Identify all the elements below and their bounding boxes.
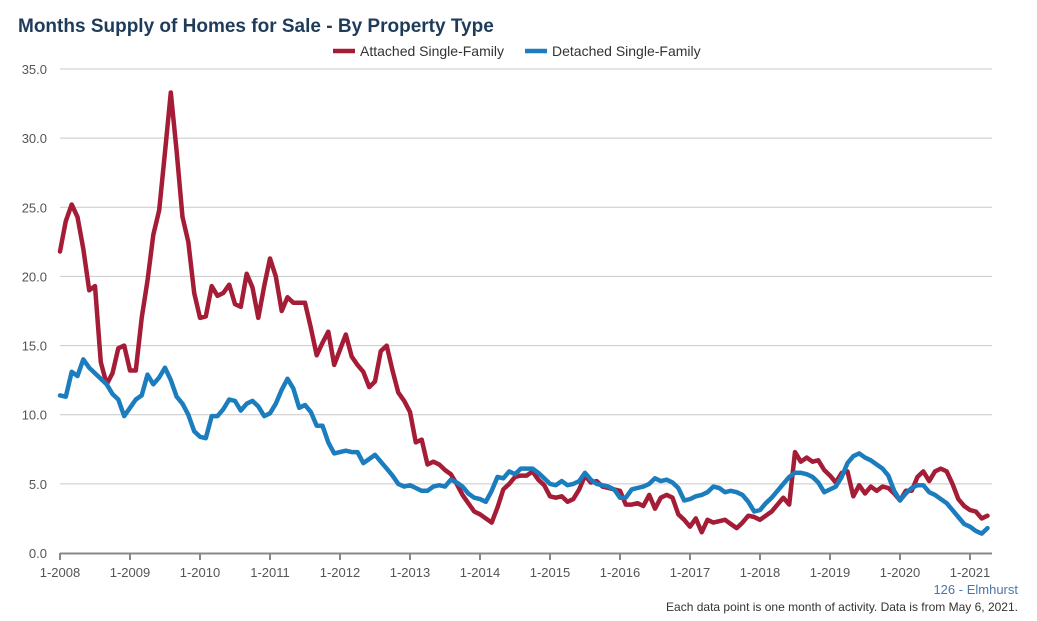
footnote: Each data point is one month of activity… [666,600,1018,614]
y-tick-label: 15.0 [22,339,47,354]
y-tick-label: 30.0 [22,131,47,146]
x-tick-label: 1-2013 [390,565,430,580]
legend-label: Detached Single-Family [552,43,701,59]
y-tick-label: 20.0 [22,269,47,284]
x-tick-label: 1-2012 [320,565,360,580]
chart-title: Months Supply of Homes for Sale - By Pro… [18,16,494,37]
y-tick-label: 10.0 [22,408,47,423]
y-tick-label: 35.0 [22,62,47,77]
x-tick-label: 1-2016 [600,565,640,580]
legend-label: Attached Single-Family [360,43,504,59]
y-tick-label: 25.0 [22,200,47,215]
x-tick-label: 1-2020 [880,565,920,580]
series-line-attached [57,90,990,535]
x-tick-label: 1-2014 [460,565,500,580]
x-tick-label: 1-2017 [670,565,710,580]
x-tick-label: 1-2019 [810,565,850,580]
x-tick-label: 1-2011 [250,565,290,580]
x-tick-label: 1-2015 [530,565,570,580]
x-tick-label: 1-2009 [110,565,150,580]
area-label: 126 - Elmhurst [933,582,1018,597]
x-tick-label: 1-2010 [180,565,220,580]
series-line-detached [57,357,990,536]
x-tick-label: 1-2018 [740,565,780,580]
x-tick-label: 1-2008 [40,565,80,580]
y-tick-label: 5.0 [29,477,47,492]
x-tick-label: 1-2021 [950,565,990,580]
y-tick-label: 0.0 [29,546,47,561]
